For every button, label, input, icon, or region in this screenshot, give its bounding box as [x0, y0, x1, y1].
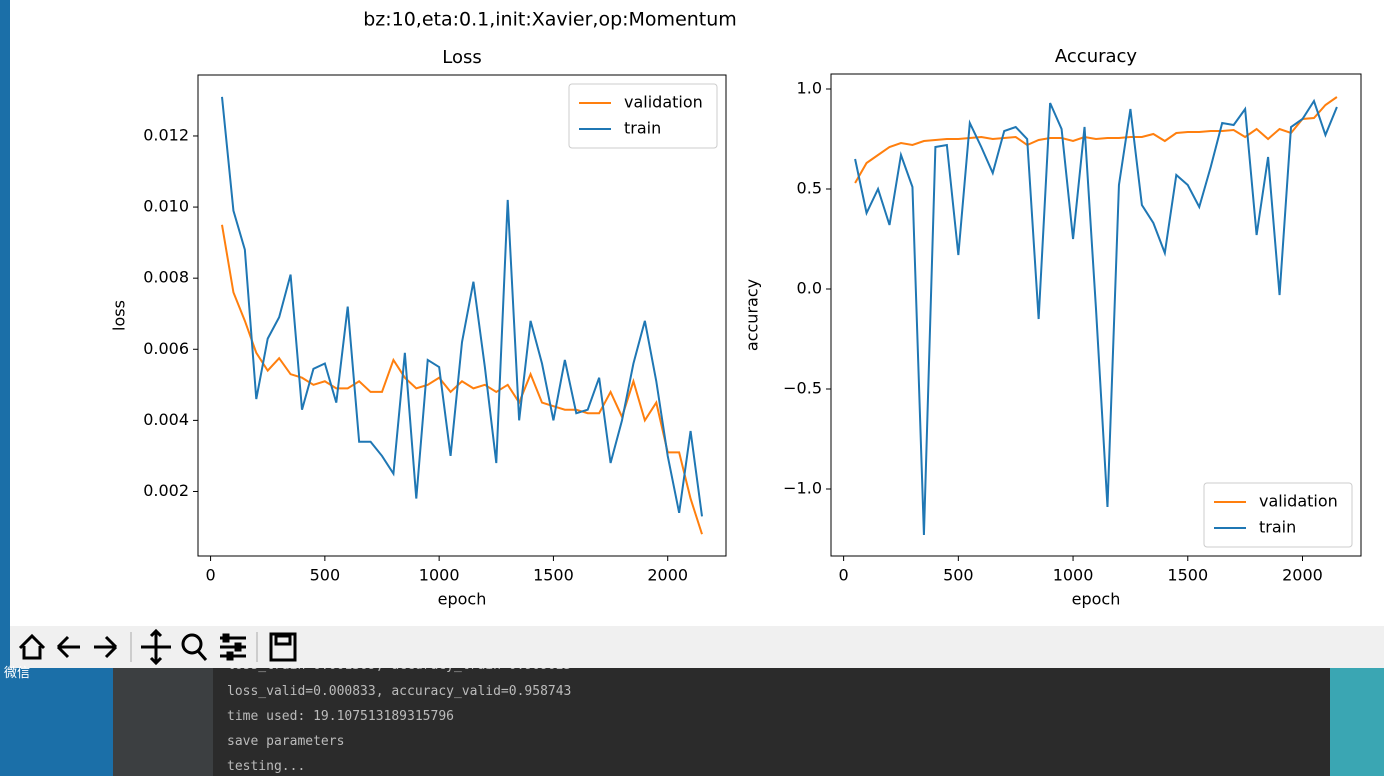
y-tick-label: 0.008: [143, 268, 189, 287]
console-line: time used: 19.107513189315796: [227, 709, 454, 724]
y-tick-label: −0.5: [783, 379, 822, 398]
toolbar: [10, 626, 1384, 668]
configure-button[interactable]: [220, 633, 246, 661]
y-tick-label: 0.0: [797, 279, 822, 298]
y-tick-label: 0.012: [143, 125, 189, 144]
save-button[interactable]: [269, 632, 297, 662]
y-tick-label: 0.004: [143, 410, 189, 429]
y-tick-label: 1.0: [797, 79, 822, 98]
y-axis-label: loss: [110, 300, 129, 331]
x-tick-label: 1000: [419, 566, 460, 585]
chart-title: Accuracy: [1055, 46, 1138, 67]
figure: bz:10,eta:0.1,init:Xavier,op:Momentum Lo…: [10, 0, 1384, 626]
home-button[interactable]: [18, 633, 46, 660]
axes-frame: [197, 74, 727, 557]
y-axis-label: accuracy: [743, 279, 762, 351]
x-axis-label: epoch: [1072, 590, 1121, 609]
x-tick-label: 1000: [1053, 566, 1094, 585]
back-button[interactable]: [56, 635, 80, 659]
x-tick-label: 0: [839, 566, 849, 585]
x-tick-label: 500: [943, 566, 974, 585]
axes-frame: [830, 73, 1362, 557]
console-line: loss_valid=0.000833, accuracy_valid=0.95…: [227, 684, 572, 699]
y-tick-label: 0.002: [143, 481, 189, 500]
pan-button[interactable]: [141, 628, 171, 666]
chart-title: Loss: [442, 47, 481, 68]
x-tick-label: 0: [205, 566, 215, 585]
legend-label: train: [1259, 518, 1296, 537]
console-line: loss_train=0.001309, accuracy_train=0.90…: [227, 668, 571, 673]
series-line: [854, 96, 1338, 184]
forward-button[interactable]: [94, 635, 118, 659]
x-axis-label: epoch: [438, 590, 487, 609]
legend-box: [1203, 482, 1353, 548]
legend-label: train: [624, 119, 661, 138]
console-line: save parameters: [227, 734, 345, 749]
y-tick-label: 0.5: [797, 179, 822, 198]
legend-box: [568, 83, 718, 149]
series-line: [854, 98, 1338, 536]
x-tick-label: 1500: [533, 566, 574, 585]
series-line: [221, 96, 703, 517]
figure-title: bz:10,eta:0.1,init:Xavier,op:Momentum: [363, 9, 737, 31]
desktop-strip: [1330, 668, 1384, 776]
y-tick-label: 0.010: [143, 197, 189, 216]
console-gutter: [113, 668, 213, 776]
x-tick-label: 500: [310, 566, 341, 585]
x-tick-label: 1500: [1167, 566, 1208, 585]
legend-label: validation: [1259, 492, 1338, 511]
desktop-icon-label[interactable]: 微信: [4, 666, 31, 681]
x-tick-label: 2000: [1282, 566, 1323, 585]
y-tick-label: 0.006: [143, 339, 189, 358]
console-line: testing...: [227, 759, 306, 774]
x-tick-label: 2000: [647, 566, 688, 585]
zoom-button[interactable]: [181, 633, 208, 661]
console: loss_train=0.001309, accuracy_train=0.90…: [113, 668, 1330, 776]
y-tick-label: −1.0: [783, 479, 822, 498]
legend-label: validation: [624, 93, 703, 112]
